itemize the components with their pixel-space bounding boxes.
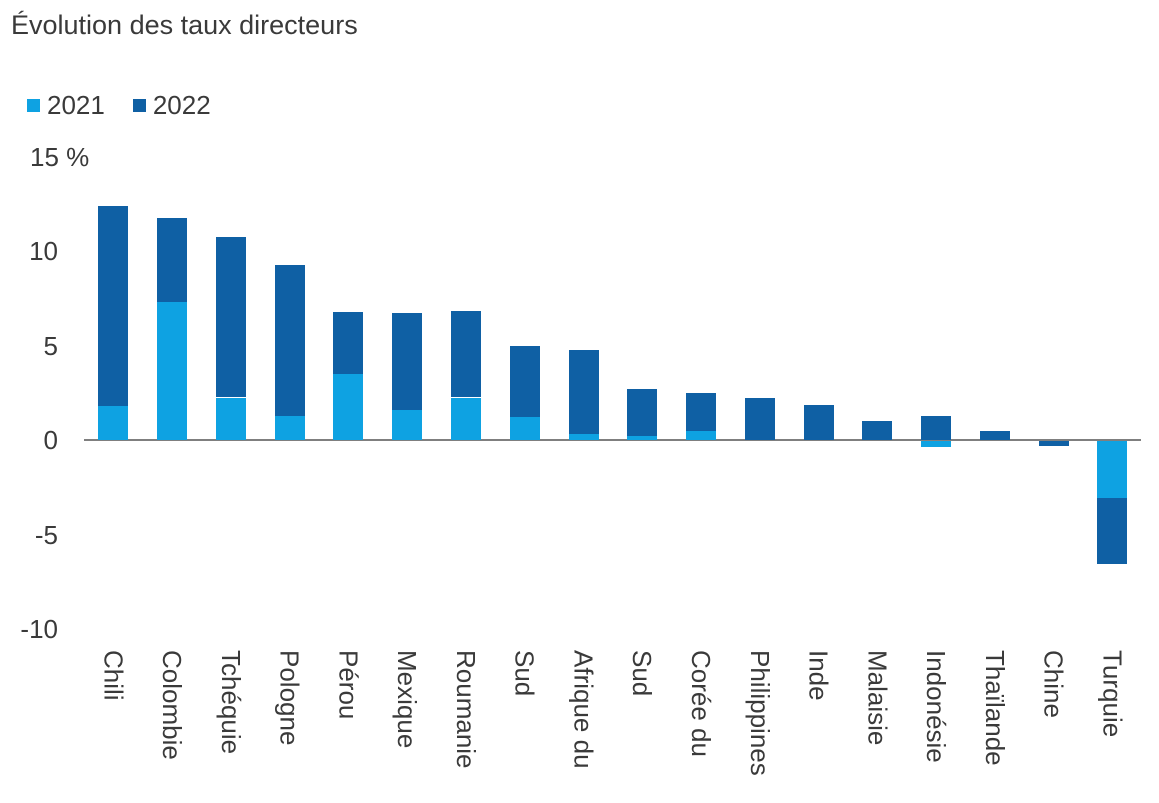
category-label: Thaïlande [979, 650, 1010, 766]
bar-segment-2021 [568, 434, 599, 440]
y-axis-tick-label: -10 [20, 614, 58, 644]
legend: 2021 2022 [27, 92, 211, 118]
bar-segment-2021 [333, 373, 364, 440]
bar-segment-2022 [921, 416, 951, 440]
legend-item-2021: 2021 [27, 92, 105, 118]
bar-segment-2021 [215, 397, 246, 440]
category-label: Turquie [1097, 650, 1128, 738]
category-label: Chine [1038, 650, 1069, 718]
bar-segment-2022 [157, 217, 188, 302]
bar-segment-2022 [979, 430, 1010, 440]
category-label: Philippines [744, 650, 775, 776]
bar-segment-2022 [451, 310, 481, 398]
y-axis-tick-label: 0 [43, 425, 58, 455]
bar-segment-2022 [392, 313, 423, 410]
bar-segment-2022 [1097, 497, 1128, 564]
bar-segment-2022 [627, 389, 658, 437]
y-axis-tick-label: -5 [34, 519, 58, 550]
category-label: Sud [627, 650, 658, 697]
category-label: Colombie [157, 650, 188, 760]
category-label: Afrique du [568, 650, 599, 769]
bar-segment-2022 [1038, 441, 1069, 446]
bar-segment-2022 [98, 205, 129, 406]
bar-segment-2021 [157, 302, 188, 440]
bar-segment-2021 [451, 397, 481, 440]
bar-segment-2021 [274, 416, 305, 440]
category-label: Sud [509, 650, 540, 697]
category-label: Chili [98, 650, 129, 701]
category-label: Inde [803, 650, 834, 701]
category-label: Pologne [274, 650, 305, 746]
bar-segment-2021 [1097, 441, 1128, 498]
y-axis-tick-label: 15 % [30, 141, 90, 172]
bar-segment-2022 [509, 345, 540, 418]
bar-segment-2022 [803, 405, 834, 440]
bar-segment-2022 [215, 236, 246, 398]
bar-segment-2022 [568, 350, 599, 435]
bar-segment-2021 [921, 441, 951, 447]
legend-swatch-2021 [27, 98, 40, 112]
bar-segment-2022 [862, 421, 893, 440]
legend-label-2022: 2022 [152, 90, 211, 120]
legend-item-2022: 2022 [132, 90, 211, 120]
category-label: Mexique [392, 650, 423, 749]
bar-segment-2021 [98, 406, 129, 440]
legend-label-2021: 2021 [47, 90, 105, 120]
bar-segment-2022 [744, 397, 775, 440]
category-label: Malaisie [862, 650, 893, 746]
category-label: Pérou [333, 650, 364, 720]
category-label: Tchéquie [215, 650, 246, 755]
chart-title: Évolution des taux directeurs [11, 10, 358, 40]
bar-segment-2021 [627, 436, 658, 440]
y-axis-tick-label: 10 [29, 236, 58, 266]
bar-segment-2021 [392, 409, 423, 440]
bar-segment-2021 [509, 417, 540, 440]
bar-segment-2022 [274, 265, 305, 417]
legend-swatch-2022 [132, 98, 146, 112]
x-axis-line [84, 439, 1141, 441]
bar-segment-2022 [333, 311, 364, 374]
bar-segment-2021 [686, 430, 716, 440]
bar-segment-2022 [686, 392, 716, 431]
category-label: Corée du [686, 650, 716, 757]
category-label: Roumanie [451, 650, 481, 769]
y-axis-tick-label: 5 [43, 330, 58, 361]
category-label: Indonésie [921, 650, 951, 763]
